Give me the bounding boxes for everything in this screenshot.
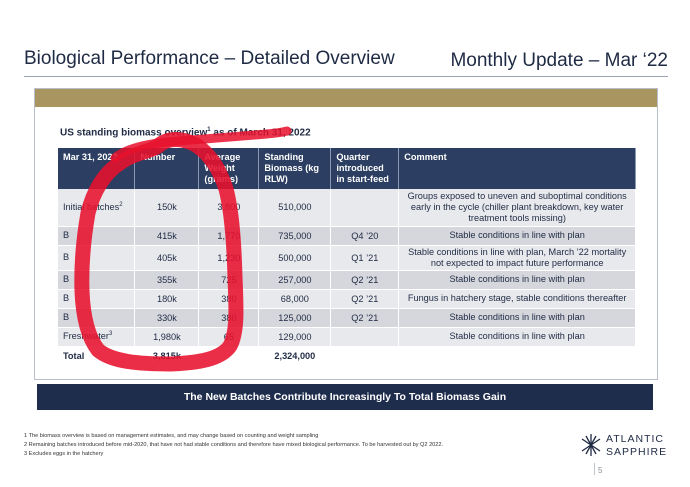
table-row: Initial batches2 150k 3,800 510,000 Grou…: [58, 189, 636, 227]
company-logo: ATLANTIC SAPPHIRE: [578, 432, 678, 462]
comment-cell: Stable conditions in line with plan: [398, 327, 636, 347]
batch-cell: B: [58, 308, 136, 328]
column-header: Comment: [398, 148, 636, 189]
biomass-cell: 125,000: [258, 308, 332, 328]
total-biomass: 2,324,000: [258, 346, 332, 366]
table-row: B 180k 380 68,000 Q2 ’21 Fungus in hatch…: [58, 289, 636, 309]
quarter-cell: [330, 189, 400, 227]
title-divider: [24, 76, 668, 77]
quarter-cell: Q2 ’21: [330, 308, 400, 328]
table-header-row: Mar 31, 2022 Number Average Weight (gram…: [58, 148, 636, 189]
batch-cell: B: [58, 226, 136, 246]
biomass-cell: 129,000: [258, 327, 332, 347]
quarter-cell: Q1 ’21: [330, 245, 400, 271]
batch-cell: Initial batches2: [58, 189, 136, 227]
batch-cell: B: [58, 245, 136, 271]
comment-cell: Groups exposed to uneven and suboptimal …: [398, 189, 636, 227]
biomass-cell: 500,000: [258, 245, 332, 271]
table-title-date: as of March 31, 2022: [210, 127, 311, 139]
weight-cell: 380: [198, 308, 260, 328]
batch-cell: B: [58, 289, 136, 309]
number-cell: 415k: [134, 226, 200, 246]
comment-cell: Stable conditions in line with plan: [398, 270, 636, 290]
quarter-cell: Q4 ’20: [330, 226, 400, 246]
page-title: Biological Performance – Detailed Overvi…: [24, 48, 395, 69]
number-cell: 355k: [134, 270, 200, 290]
total-number: 3,815k: [134, 346, 200, 366]
column-header: Quarter introduced in start-feed: [330, 148, 400, 189]
table-title: US standing biomass overview1 as of Marc…: [60, 127, 311, 138]
total-comment: [398, 346, 636, 366]
column-header: Mar 31, 2022: [58, 148, 136, 189]
comment-cell: Stable conditions in line with plan: [398, 308, 636, 328]
number-cell: 330k: [134, 308, 200, 328]
weight-cell: 1,770: [198, 226, 260, 246]
weight-cell: 380: [198, 289, 260, 309]
weight-cell: 725: [198, 270, 260, 290]
total-row: Total 3,815k 2,324,000: [58, 346, 636, 366]
comment-cell: Stable conditions in line with plan: [398, 226, 636, 246]
footnote: 2 Remaining batches introduced before mi…: [24, 442, 444, 448]
biomass-cell: 68,000: [258, 289, 332, 309]
number-cell: 180k: [134, 289, 200, 309]
column-header: Number: [134, 148, 200, 189]
conclusion-banner: The New Batches Contribute Increasingly …: [37, 384, 653, 410]
page-number: 5: [598, 466, 603, 475]
batch-cell: B: [58, 270, 136, 290]
column-header: Standing Biomass (kg RLW): [258, 148, 332, 189]
table-title-text: US standing biomass overview: [60, 127, 208, 139]
quarter-cell: Q2 ’21: [330, 270, 400, 290]
table-row: Freshwater3 1,980k 65 129,000 Stable con…: [58, 327, 636, 347]
footnote: 1 The biomass overview is based on manag…: [24, 433, 319, 439]
batch-cell: Freshwater3: [58, 327, 136, 347]
total-quarter: [330, 346, 400, 366]
table-row: B 415k 1,770 735,000 Q4 ’20 Stable condi…: [58, 226, 636, 246]
sapphire-logo-icon: [581, 434, 601, 456]
biomass-table: Mar 31, 2022 Number Average Weight (gram…: [58, 148, 636, 366]
biomass-cell: 510,000: [258, 189, 332, 227]
comment-cell: Stable conditions in line with plan, Mar…: [398, 245, 636, 271]
footnotes: 1 The biomass overview is based on manag…: [24, 432, 443, 459]
total-weight: [198, 346, 260, 366]
page-subtitle: Monthly Update – Mar ‘22: [450, 50, 668, 71]
table-row: B 405k 1,230 500,000 Q1 ’21 Stable condi…: [58, 245, 636, 271]
logo-text: ATLANTIC SAPPHIRE: [606, 433, 668, 458]
weight-cell: 65: [198, 327, 260, 347]
biomass-cell: 735,000: [258, 226, 332, 246]
table-row: B 355k 725 257,000 Q2 ’21 Stable conditi…: [58, 270, 636, 290]
total-label: Total: [58, 346, 136, 366]
weight-cell: 3,800: [198, 189, 260, 227]
weight-cell: 1,230: [198, 245, 260, 271]
quarter-cell: Q2 ’21: [330, 289, 400, 309]
column-header: Average Weight (grams): [198, 148, 260, 189]
quarter-cell: [330, 327, 400, 347]
accent-bar: [35, 89, 657, 107]
table-row: B 330k 380 125,000 Q2 ’21 Stable conditi…: [58, 308, 636, 328]
comment-cell: Fungus in hatchery stage, stable conditi…: [398, 289, 636, 309]
page-divider: [594, 463, 595, 475]
biomass-cell: 257,000: [258, 270, 332, 290]
footnote: 3 Excludes eggs in the hatchery: [24, 451, 104, 457]
number-cell: 1,980k: [134, 327, 200, 347]
number-cell: 405k: [134, 245, 200, 271]
number-cell: 150k: [134, 189, 200, 227]
